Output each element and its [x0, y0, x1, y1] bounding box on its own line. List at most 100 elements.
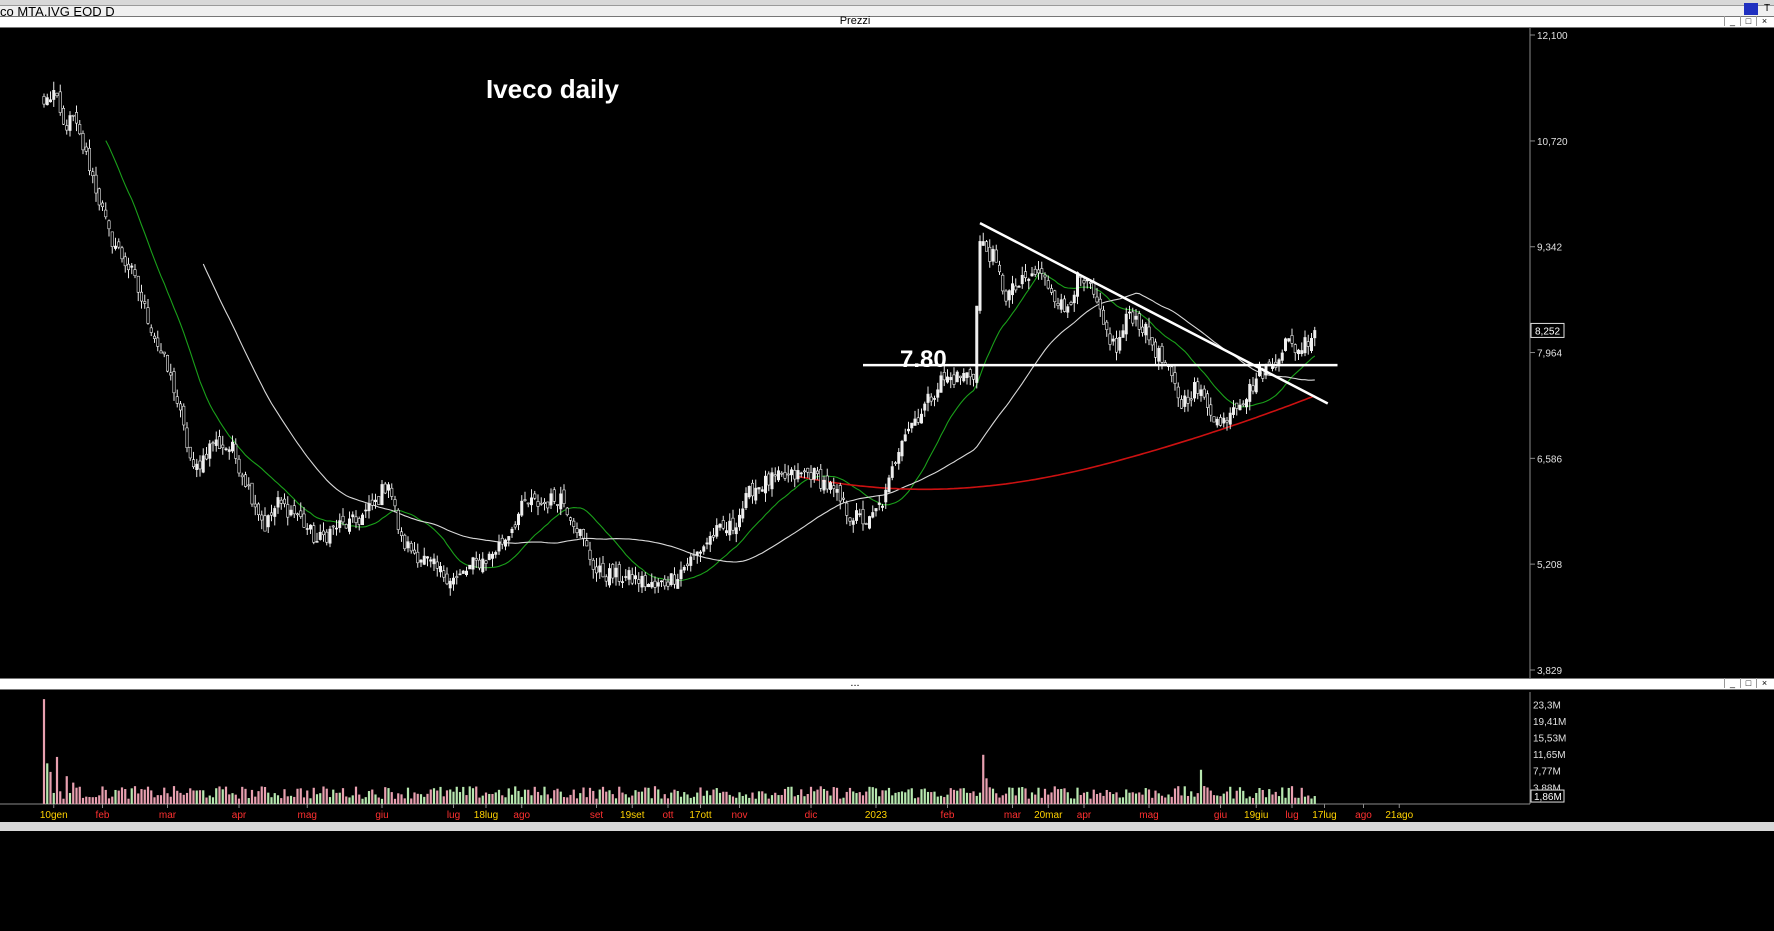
- volume-bar: [1157, 793, 1160, 804]
- volume-bar: [78, 786, 81, 804]
- bottom-scrollbar[interactable]: [0, 822, 1774, 831]
- candle-body: [1206, 393, 1210, 408]
- volume-bar: [1134, 793, 1138, 804]
- candle-body: [487, 553, 491, 560]
- volume-bar: [1281, 787, 1284, 804]
- volume-bar: [790, 786, 793, 804]
- volume-bar: [296, 788, 299, 804]
- candle-body: [897, 452, 901, 464]
- candle-body: [1238, 404, 1242, 411]
- volume-bar: [705, 790, 709, 804]
- candle-body: [747, 486, 751, 498]
- volume-bar: [988, 787, 991, 804]
- overlays: [863, 221, 1338, 405]
- close-icon[interactable]: ×: [1756, 16, 1772, 26]
- candle-body: [793, 469, 797, 480]
- maximize-icon[interactable]: [1744, 3, 1758, 15]
- volume-tick-label: 11,65M: [1533, 750, 1566, 761]
- volume-bar: [569, 794, 572, 804]
- candle-body: [861, 509, 865, 525]
- price-tick-label: 12,100: [1537, 31, 1568, 42]
- volume-bar: [1108, 792, 1112, 804]
- volume-bar: [1274, 791, 1277, 804]
- restore-icon[interactable]: □: [1740, 16, 1756, 26]
- candle-body: [1225, 420, 1229, 423]
- volume-bar: [393, 798, 397, 804]
- candle-body: [910, 422, 914, 429]
- candle-body: [663, 578, 667, 587]
- time-tick-label: mar: [159, 810, 177, 821]
- volume-bar: [712, 789, 715, 804]
- volume-bar: [488, 793, 491, 804]
- candle-body: [458, 573, 462, 576]
- candle-body: [1137, 313, 1141, 330]
- candle-body: [841, 497, 845, 500]
- candle-body: [1271, 366, 1275, 369]
- menu-icon[interactable]: T: [1763, 3, 1771, 14]
- candle-body: [838, 485, 842, 502]
- volume-bar: [530, 795, 533, 804]
- candle-body: [208, 443, 212, 459]
- volume-bar: [176, 790, 179, 804]
- volume-bar: [865, 791, 868, 804]
- candle-body: [256, 503, 260, 516]
- volume-bar: [484, 792, 488, 804]
- candle-body: [806, 467, 810, 473]
- volume-bar: [403, 798, 406, 804]
- volume-bar: [702, 795, 705, 804]
- restore-icon[interactable]: □: [1740, 678, 1756, 688]
- time-tick-label: 17lug: [1312, 810, 1336, 821]
- candle-body: [1235, 402, 1239, 409]
- candle-body: [1050, 288, 1054, 293]
- volume-bar: [1268, 789, 1271, 804]
- volume-bar: [624, 794, 627, 804]
- volume-bar: [1255, 792, 1258, 804]
- volume-bar: [59, 791, 62, 804]
- volume-bar: [247, 798, 250, 804]
- volume-bar: [1112, 794, 1115, 804]
- volume-bar: [1125, 789, 1128, 804]
- candle-body: [65, 125, 69, 131]
- volume-bar: [939, 795, 943, 804]
- candle-body: [1209, 404, 1213, 416]
- volume-bar: [306, 790, 309, 804]
- volume-bar: [826, 790, 829, 804]
- candle-body: [1020, 274, 1024, 285]
- close-icon[interactable]: ×: [1756, 678, 1772, 688]
- volume-bar: [1177, 786, 1180, 804]
- volume-bar: [868, 786, 871, 804]
- volume-bar: [1001, 795, 1004, 804]
- volume-bar: [257, 791, 260, 804]
- candle-body: [975, 305, 979, 383]
- candle-body: [1310, 338, 1314, 351]
- minimize-icon[interactable]: _: [1724, 16, 1740, 26]
- volume-bar: [65, 776, 68, 804]
- volume-bar: [270, 797, 273, 804]
- candle-body: [412, 549, 416, 554]
- candle-body: [175, 396, 179, 404]
- candle-body: [542, 501, 546, 504]
- volume-bar: [254, 796, 257, 804]
- candle-body: [614, 567, 618, 578]
- candle-body: [247, 484, 251, 487]
- volume-bar: [88, 797, 91, 804]
- candle-body: [1118, 337, 1122, 351]
- candle-body: [263, 515, 267, 532]
- candle-body: [949, 377, 953, 381]
- price-tick-label: 7,964: [1537, 349, 1562, 360]
- volume-bar: [224, 786, 228, 804]
- volume-bar: [803, 796, 806, 804]
- minimize-icon[interactable]: _: [1724, 678, 1740, 688]
- volume-bar: [52, 792, 55, 804]
- candle-body: [880, 505, 884, 508]
- volume-bar: [1017, 787, 1021, 804]
- volume-bar: [429, 789, 432, 804]
- volume-bar: [445, 790, 449, 804]
- candle-body: [192, 459, 196, 468]
- volume-bar: [998, 797, 1001, 804]
- candle-body: [1033, 268, 1037, 275]
- candle-body: [1037, 269, 1041, 274]
- volume-bar: [995, 793, 998, 804]
- candle-body: [1069, 302, 1073, 305]
